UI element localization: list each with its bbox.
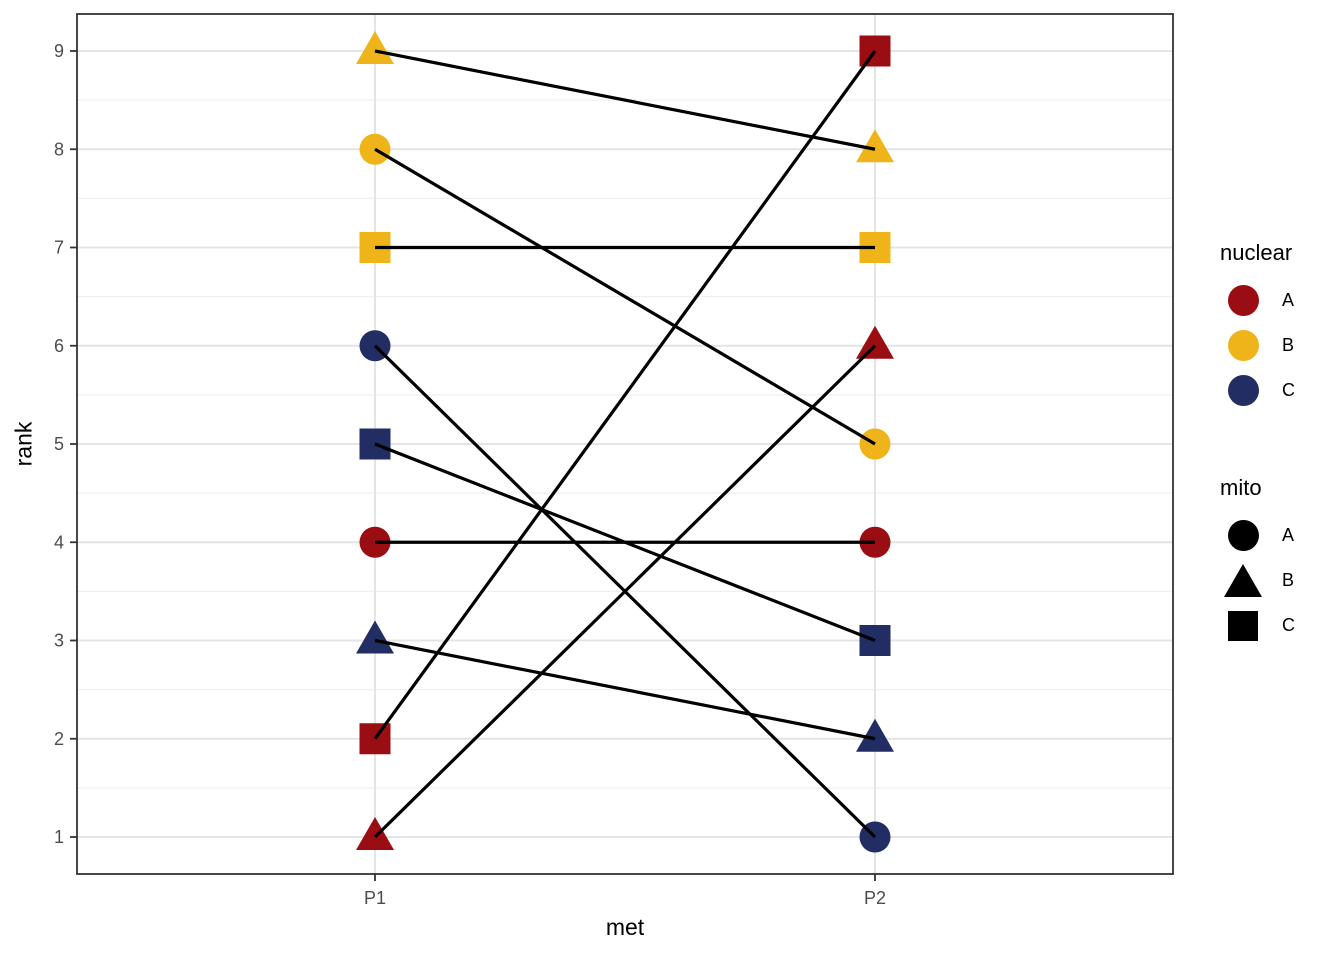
legend-row-nuclear-b: B [1206,323,1344,368]
point-p2-nucleara-mitob [856,325,894,359]
legend-label: A [1282,525,1295,545]
slope-line-nuclearb-mitob [374,49,876,151]
nuclear-b-swatch-icon [1227,330,1259,361]
y-tick-label: 5 [54,434,64,454]
y-tick-label: 3 [54,631,64,651]
legend-title-nuclear: nuclear [1220,240,1293,265]
legend-title-mito: mito [1220,475,1262,500]
legend-nuclear-rows: A B C [1206,278,1344,413]
mito-c-square-icon [1228,610,1258,641]
legend-label: C [1282,380,1295,400]
y-tick-label: 6 [54,336,64,356]
legend-key-box [1224,562,1262,600]
nuclear-c-swatch-icon [1227,375,1259,406]
slope-line-nuclearc-mitoa [373,344,877,839]
slope-line-nuclearb-mitoa [374,147,876,446]
point-p1-nucleara-mitob [356,817,394,850]
point-p2-nuclearb-mitob [856,129,894,163]
x-axis-title: met [605,914,645,940]
legend-key-box [1224,517,1262,555]
y-tick-label: 1 [54,827,64,847]
y-axis-title: rank [10,421,37,467]
mito-b-triangle-icon [1224,564,1262,597]
point-p1-nuclearc-mitob [356,620,394,654]
nuclear-a-swatch-icon [1227,285,1259,316]
mito-a-circle-icon [1227,520,1259,551]
legend-row-nuclear-c: C [1206,368,1344,413]
y-tick-label: 2 [54,729,64,749]
slope-line-nuclearc-mitoc [374,442,876,642]
y-tick-label: 9 [54,41,64,61]
legend-key-box [1224,282,1262,320]
legend-row-nuclear-a: A [1206,278,1344,323]
y-tick-label: 8 [54,139,64,159]
legend-nuclear: nuclear A B C [1206,240,1344,413]
point-p1-nuclearb-mitob [356,31,394,64]
slope-line-nuclearc-mitob [374,638,876,741]
legend-key-box [1224,327,1262,365]
legend-row-mito-b: B [1206,558,1344,603]
y-tick-label: 7 [54,238,64,258]
legend-key-box [1224,607,1262,645]
slope-line-nucleara-mitoc [373,50,877,740]
legend-row-mito-c: C [1206,603,1344,648]
legend-label: C [1282,615,1295,635]
y-tick-label: 4 [54,532,64,552]
legend-label: B [1282,570,1295,590]
x-tick-label: P1 [364,888,386,908]
legend-key-box [1224,372,1262,410]
legend-label: B [1282,335,1295,355]
legend-mito-rows: A B C [1206,513,1344,648]
legend-mito: mito A B C [1206,475,1344,648]
legend-label: A [1282,290,1295,310]
point-p2-nuclearc-mitob [856,718,894,752]
legend-row-mito-a: A [1206,513,1344,558]
x-tick-label: P2 [864,888,886,908]
